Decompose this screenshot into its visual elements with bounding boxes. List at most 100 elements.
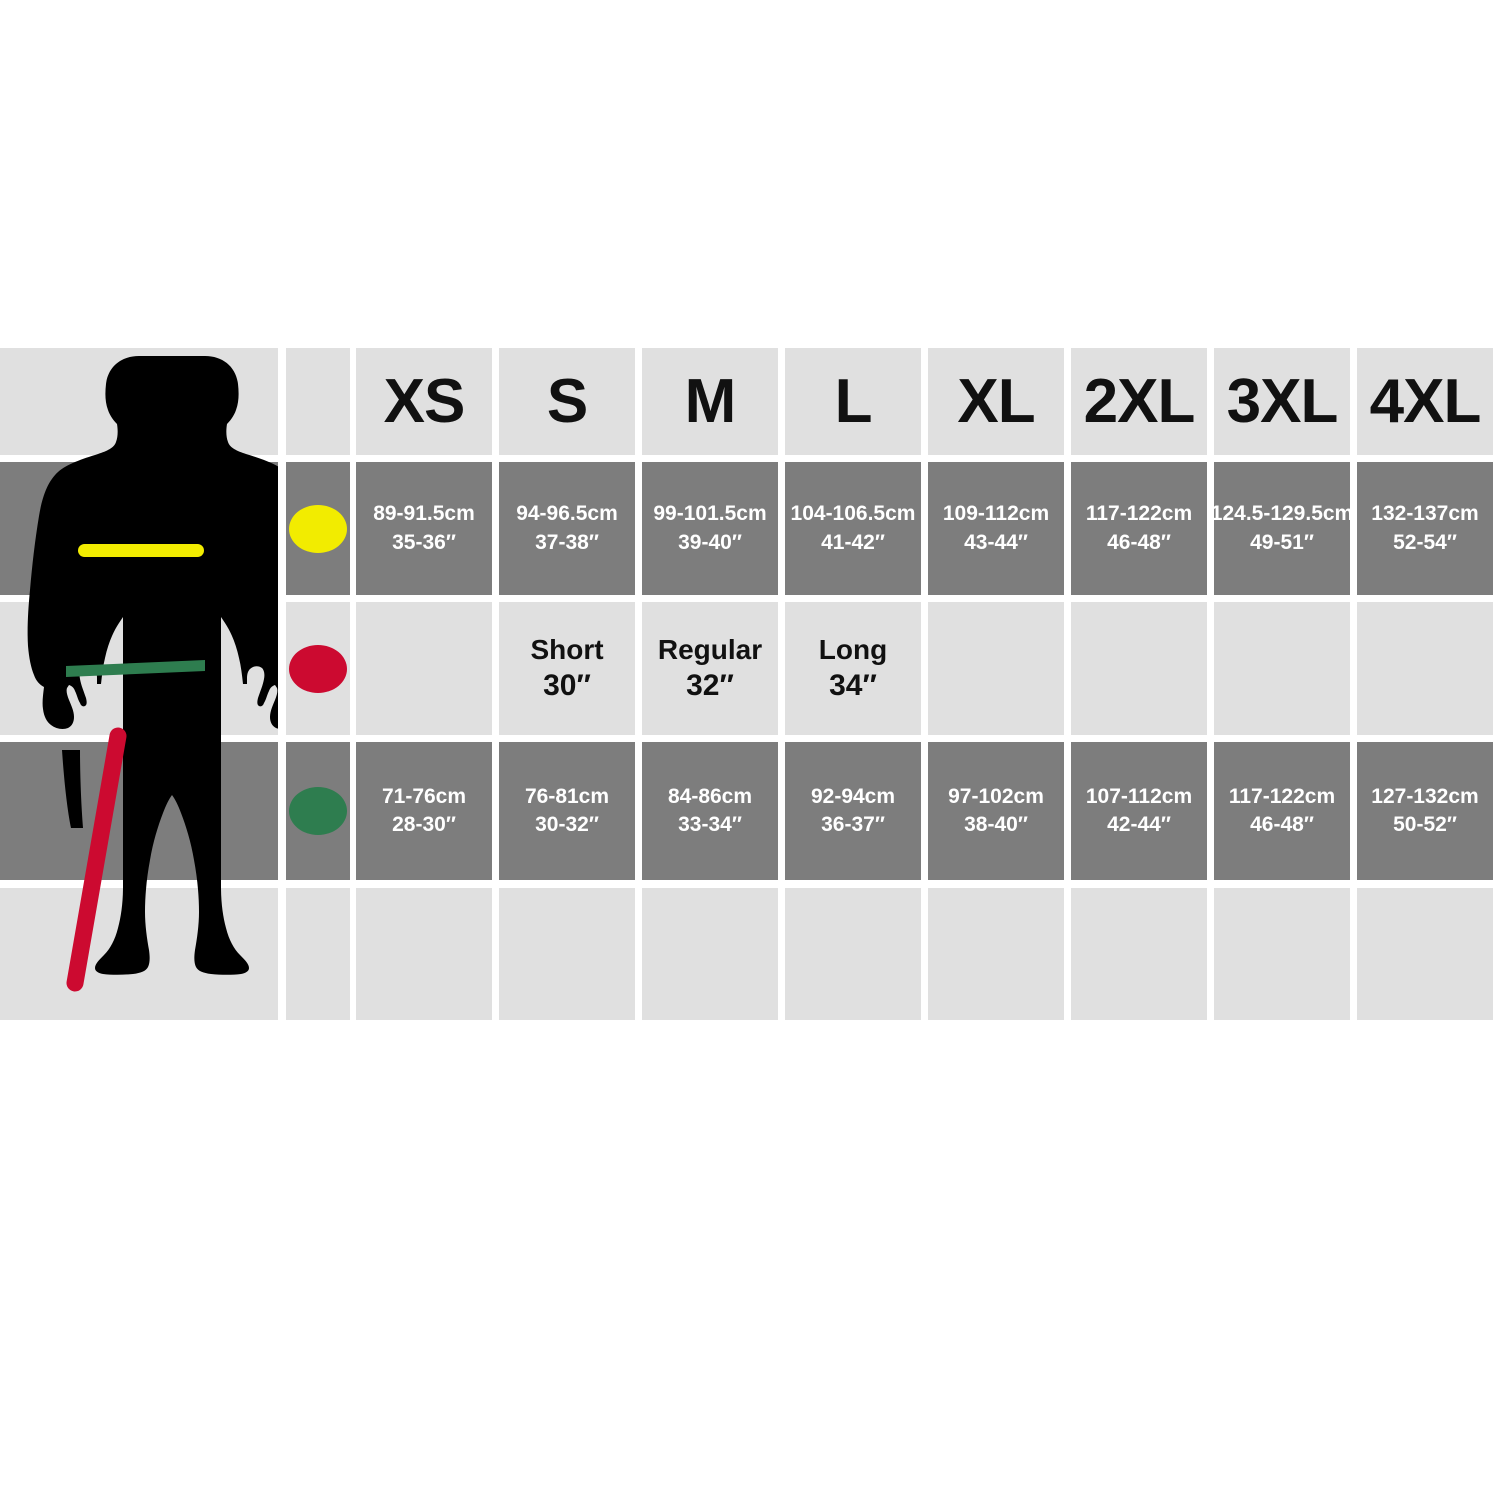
row-2-cell-4xl: 127-132cm 50-52″ <box>1357 742 1493 880</box>
measure-inch-label: 39-40″ <box>678 530 742 554</box>
measure-inch-label: 37-38″ <box>535 530 599 554</box>
waist-key-dot <box>289 787 347 835</box>
measure-cm-label: 97-102cm <box>948 784 1044 808</box>
measure-inch-label: 43-44″ <box>964 530 1028 554</box>
fit-value-label: 32″ <box>686 669 734 703</box>
row-1-key-cell <box>286 602 350 735</box>
size-header-3xl[interactable]: 3XL <box>1214 348 1350 455</box>
size-header-xl[interactable]: XL <box>928 348 1064 455</box>
row-3-key-cell <box>286 888 350 1020</box>
measure-inch-label: 38-40″ <box>964 813 1028 836</box>
row-3-cell-2xl <box>1071 888 1207 1020</box>
measure-inch-label: 46-48″ <box>1107 530 1171 554</box>
row-2-cell-s: 76-81cm 30-32″ <box>499 742 635 880</box>
size-header-m[interactable]: M <box>642 348 778 455</box>
measure-cm-label: 124.5-129.5cm <box>1210 502 1354 526</box>
row-2-cell-3xl: 117-122cm 46-48″ <box>1214 742 1350 880</box>
row-0-cell-xl: 109-112cm 43-44″ <box>928 462 1064 595</box>
measure-cm-label: 132-137cm <box>1371 502 1479 526</box>
row-2-cell-m: 84-86cm 33-34″ <box>642 742 778 880</box>
measure-cm-label: 71-76cm <box>381 784 467 808</box>
measure-inch-label: 30-32″ <box>535 813 599 836</box>
measure-cm-label: 99-101.5cm <box>653 502 767 526</box>
measure-inch-label: 52-54″ <box>1393 530 1457 554</box>
row-3-cell-m <box>642 888 778 1020</box>
measure-cm-label: 107-112cm <box>1085 784 1193 808</box>
size-header-s[interactable]: S <box>499 348 635 455</box>
measure-cm-label: 117-122cm <box>1228 784 1336 808</box>
measure-cm-label: 127-132cm <box>1371 784 1479 808</box>
row-0-cell-2xl: 117-122cm 46-48″ <box>1071 462 1207 595</box>
measure-inch-label: 36-37″ <box>821 813 885 836</box>
row-3-cell-3xl <box>1214 888 1350 1020</box>
row-1-cell-xl <box>928 602 1064 735</box>
size-header-label: XL <box>957 366 1035 436</box>
row-1-cell-4xl <box>1357 602 1493 735</box>
size-header-label: M <box>684 366 737 436</box>
header-figure-cell <box>0 348 278 455</box>
measure-inch-label: 41-42″ <box>821 530 885 554</box>
row-2-cell-xl: 97-102cm 38-40″ <box>928 742 1064 880</box>
row-0-cell-3xl: 124.5-129.5cm 49-51″ <box>1210 462 1354 595</box>
row-3-cell-l <box>785 888 921 1020</box>
fit-name-label: Long <box>818 634 888 666</box>
row-1-cell-m: Regular 32″ <box>642 602 778 735</box>
measure-cm-label: 117-122cm <box>1085 502 1193 526</box>
size-header-2xl[interactable]: 2XL <box>1071 348 1207 455</box>
size-header-l[interactable]: L <box>785 348 921 455</box>
chest-key-dot <box>289 504 347 553</box>
row-1-figure-bg <box>0 602 278 735</box>
size-header-label: XS <box>383 366 466 436</box>
measure-inch-label: 49-51″ <box>1250 530 1314 554</box>
size-header-label: 3XL <box>1226 366 1339 436</box>
row-1-cell-l: Long 34″ <box>785 602 921 735</box>
row-2-cell-2xl: 107-112cm 42-44″ <box>1071 742 1207 880</box>
row-2-cell-l: 92-94cm 36-37″ <box>785 742 921 880</box>
fit-value-label: 30″ <box>543 669 591 703</box>
size-header-label: 2XL <box>1083 366 1196 436</box>
fit-name-label: Regular <box>657 634 763 666</box>
measure-inch-label: 28-30″ <box>392 813 456 836</box>
size-header-label: 4XL <box>1369 366 1482 436</box>
row-2-cell-xs: 71-76cm 28-30″ <box>356 742 492 880</box>
measure-inch-label: 42-44″ <box>1107 813 1171 836</box>
row-0-cell-xs: 89-91.5cm 35-36″ <box>356 462 492 595</box>
row-3-cell-xs <box>356 888 492 1020</box>
measure-cm-label: 94-96.5cm <box>516 502 618 526</box>
row-2-key-cell <box>286 742 350 880</box>
measure-inch-label: 46-48″ <box>1250 813 1314 836</box>
fit-value-label: 34″ <box>829 669 877 703</box>
row-1-cell-xs <box>356 602 492 735</box>
fit-name-label: Short <box>530 634 604 666</box>
size-header-label: L <box>834 366 873 436</box>
size-header-xs[interactable]: XS <box>356 348 492 455</box>
measure-inch-label: 50-52″ <box>1393 813 1457 836</box>
row-0-cell-s: 94-96.5cm 37-38″ <box>499 462 635 595</box>
row-1-cell-s: Short 30″ <box>499 602 635 735</box>
measure-cm-label: 84-86cm <box>667 784 753 808</box>
measure-cm-label: 89-91.5cm <box>373 502 475 526</box>
row-3-figure-bg <box>0 888 278 1020</box>
measure-cm-label: 104-106.5cm <box>790 502 916 526</box>
row-3-cell-xl <box>928 888 1064 1020</box>
size-header-4xl[interactable]: 4XL <box>1357 348 1493 455</box>
row-1-cell-3xl <box>1214 602 1350 735</box>
row-0-figure-bg <box>0 462 278 595</box>
row-0-cell-4xl: 132-137cm 52-54″ <box>1357 462 1493 595</box>
row-2-figure-bg <box>0 742 278 880</box>
measure-inch-label: 35-36″ <box>392 530 456 554</box>
row-3-cell-s <box>499 888 635 1020</box>
row-0-cell-l: 104-106.5cm 41-42″ <box>785 462 921 595</box>
measure-cm-label: 92-94cm <box>810 784 896 808</box>
row-0-cell-m: 99-101.5cm 39-40″ <box>642 462 778 595</box>
header-key-cell <box>286 348 350 455</box>
measure-cm-label: 109-112cm <box>942 502 1050 526</box>
measure-cm-label: 76-81cm <box>524 784 610 808</box>
row-0-key-cell <box>286 462 350 595</box>
row-1-cell-2xl <box>1071 602 1207 735</box>
row-3-cell-4xl <box>1357 888 1493 1020</box>
inseam-key-dot <box>289 644 347 693</box>
measure-inch-label: 33-34″ <box>678 813 742 836</box>
size-header-label: S <box>546 366 588 436</box>
